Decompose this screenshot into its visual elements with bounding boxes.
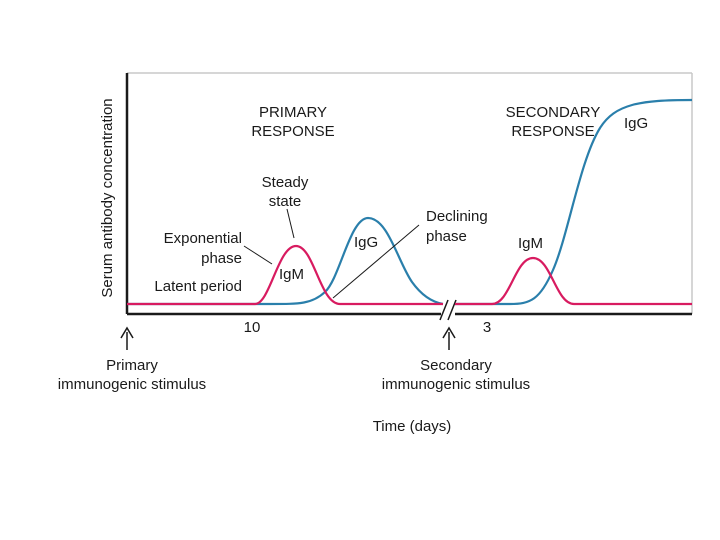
axis-break-mark-left [439,299,449,321]
tick-label-primary: 10 [244,319,261,336]
secondary-response-heading: SECONDARY [506,104,601,121]
secondary-stimulus-label-line2: immunogenic stimulus [382,376,530,393]
plot-frame [125,72,693,321]
latent-period-label: Latent period [154,278,242,295]
igg-curve [127,98,693,306]
primary-stimulus-label: Primary [106,357,158,374]
declining-phase-label-line2: phase [426,228,467,245]
igg-primary-label: IgG [354,234,378,251]
exponential-phase-label: Exponential [164,230,242,247]
igm-curve [127,244,692,306]
secondary-stimulus-arrow [442,326,456,350]
axis-break-mark-right [447,299,457,321]
x-axis-title: Time (days) [373,418,452,435]
steady-state-label-line2: state [269,193,302,210]
y-axis-title: Serum antibody concentration [99,98,116,297]
declining-pointer [332,224,420,299]
primary-response-heading-line2: RESPONSE [251,123,334,140]
primary-response-heading: PRIMARY [259,104,327,121]
primary-stimulus-label-line2: immunogenic stimulus [58,376,206,393]
igg-secondary-label: IgG [624,115,648,132]
igm-secondary-label: IgM [518,235,543,252]
secondary-response-heading-line2: RESPONSE [511,123,594,140]
igm-primary-label: IgM [279,266,304,283]
primary-stimulus-arrow [120,326,134,350]
exponential-phase-label-line2: phase [201,250,242,267]
steady-state-pointer [286,208,295,239]
declining-phase-label: Declining [426,208,488,225]
exponential-pointer [243,245,273,265]
secondary-stimulus-label: Secondary [420,357,492,374]
tick-label-secondary: 3 [483,319,491,336]
steady-state-label: Steady [262,174,309,191]
